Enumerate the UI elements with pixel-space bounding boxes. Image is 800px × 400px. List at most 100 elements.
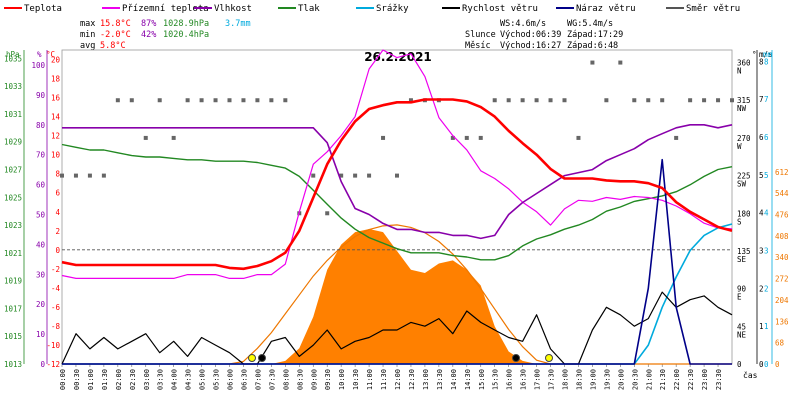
direction-tick-label: 270 <box>737 134 751 143</box>
x-tick-label: 15:30 <box>492 369 500 390</box>
solar-area <box>62 228 732 364</box>
legend-label-prizemni-teplota: Přízemní teplota <box>122 4 209 14</box>
temperature-tick-label: -4 <box>51 284 61 293</box>
x-tick-label: 20:00 <box>617 369 625 390</box>
wind-direction-point <box>604 98 609 103</box>
x-tick-label: 16:30 <box>520 369 528 390</box>
temperature-tick-label: 16 <box>51 94 61 103</box>
humidity-tick-label: 70 <box>36 151 46 160</box>
solar-tick-label: 136 <box>775 317 789 326</box>
pressure-tick-label: 1025 <box>4 193 22 202</box>
x-tick-label: 10:00 <box>338 369 346 390</box>
wind-tick-label: 4 <box>759 209 764 218</box>
humidity-tick-label: 60 <box>36 181 46 190</box>
direction-tick-label: 225 <box>737 172 751 181</box>
direction-tick-label: 315 <box>737 96 751 105</box>
x-tick-label: 10:30 <box>352 369 360 390</box>
temperature-tick-label: 6 <box>55 189 60 198</box>
direction-tick-label: 180 <box>737 209 751 218</box>
solar-tick-label: 68 <box>775 339 785 348</box>
sun-moon-markers <box>248 354 553 362</box>
stats-min-label: min <box>80 30 95 40</box>
wind-direction-point <box>548 98 553 103</box>
rain-tick-label: 5 <box>764 171 769 180</box>
temperature-tick-label: 20 <box>51 56 61 65</box>
rain-tick-label: 1 <box>764 322 769 331</box>
wind-direction-point <box>395 173 399 178</box>
x-tick-label: 06:00 <box>227 369 235 390</box>
wind-direction-point <box>157 98 162 103</box>
wind-wg: WG:5.4m/s <box>567 19 613 29</box>
x-tick-label: 12:00 <box>394 369 402 390</box>
direction-tick-label: 45 <box>737 322 746 331</box>
sunset-icon <box>545 354 553 362</box>
wind-gust-line <box>62 158 732 365</box>
x-tick-label: 21:30 <box>659 369 667 390</box>
wind-tick-label: 6 <box>759 133 764 142</box>
wind-direction-point <box>464 135 469 140</box>
temperature-tick-label: 12 <box>51 132 60 141</box>
temperature-axis-unit: °C <box>46 50 55 59</box>
wind-direction-point <box>311 173 316 178</box>
left-axes: hPa% °C 1013 1015 1017 1019 1021 1023 1025 1027 10… <box>4 50 61 369</box>
wind-direction-point <box>506 98 511 103</box>
x-tick-label: 11:00 <box>366 369 374 390</box>
wind-direction-point <box>562 98 567 103</box>
wind-direction-point <box>73 173 78 178</box>
rain-tick-label: 0 <box>764 360 769 369</box>
wind-axis-unit: m/s <box>759 50 773 59</box>
solar-tick-label: 544 <box>775 189 789 198</box>
rain-tick-label: 3 <box>764 247 769 256</box>
sun-rise: Východ:06:39 <box>500 30 561 40</box>
humidity-tick-label: 100 <box>31 61 45 70</box>
solar-tick-label: 0 <box>775 360 780 369</box>
x-tick-label: 22:00 <box>673 369 681 390</box>
direction-tick-compass: NW <box>737 104 747 113</box>
x-tick-label: 00:00 <box>59 369 67 390</box>
wind-direction-point <box>60 173 64 178</box>
x-tick-label: 16:00 <box>506 369 514 390</box>
wind-direction-point <box>730 98 734 103</box>
temperature-tick-label: -10 <box>46 341 60 350</box>
x-tick-label: 17:00 <box>534 369 542 390</box>
stats-min-hum: 42% <box>141 30 156 40</box>
solar-tick-label: 272 <box>775 275 789 284</box>
wind-direction-point <box>576 135 581 140</box>
x-tick-label: 20:30 <box>631 369 639 390</box>
x-tick-label: 05:30 <box>213 369 221 390</box>
legend-label-naraz-vetru: Náraz větru <box>576 4 636 14</box>
direction-tick-compass: SW <box>737 180 747 189</box>
pressure-tick-label: 1027 <box>4 165 22 174</box>
temperature-tick-label: -12 <box>46 360 60 369</box>
temperature-tick-label: 10 <box>51 151 61 160</box>
temperature-tick-label: 8 <box>55 170 60 179</box>
wind-direction-point <box>241 98 246 103</box>
wind-direction-point <box>478 135 483 140</box>
x-tick-label: 06:30 <box>240 369 248 390</box>
wind-direction-point <box>534 98 539 103</box>
x-tick-label: 15:00 <box>478 369 486 390</box>
wind-direction-point <box>702 98 707 103</box>
x-tick-label: 02:00 <box>115 369 123 390</box>
wind-direction-point <box>688 98 693 103</box>
wind-direction-point <box>353 173 358 178</box>
wind-direction-point <box>129 98 134 103</box>
wind-direction-point <box>492 98 497 103</box>
temperature-tick-label: -8 <box>51 322 61 331</box>
humidity-tick-label: 0 <box>40 360 45 369</box>
x-tick-label: 07:30 <box>268 369 276 390</box>
rain-tick-label: 2 <box>764 284 769 293</box>
wind-tick-label: 7 <box>759 95 764 104</box>
pressure-tick-label: 1023 <box>4 221 22 230</box>
stats-min-temp: -2.0°C <box>100 30 131 40</box>
wind-ws: WS:4.6m/s <box>500 19 546 29</box>
legend: Teplota Přízemní teplota Vlhkost Tlak Sr… <box>4 4 740 14</box>
direction-tick-compass: S <box>737 217 742 226</box>
wind-tick-label: 0 <box>759 360 764 369</box>
legend-label-teplota: Teplota <box>24 4 62 14</box>
legend-label-vlhkost: Vlhkost <box>214 4 252 14</box>
ground-temperature-line <box>61 49 733 279</box>
stats-avg-label: avg <box>80 41 95 51</box>
direction-tick-compass: SE <box>737 255 747 264</box>
